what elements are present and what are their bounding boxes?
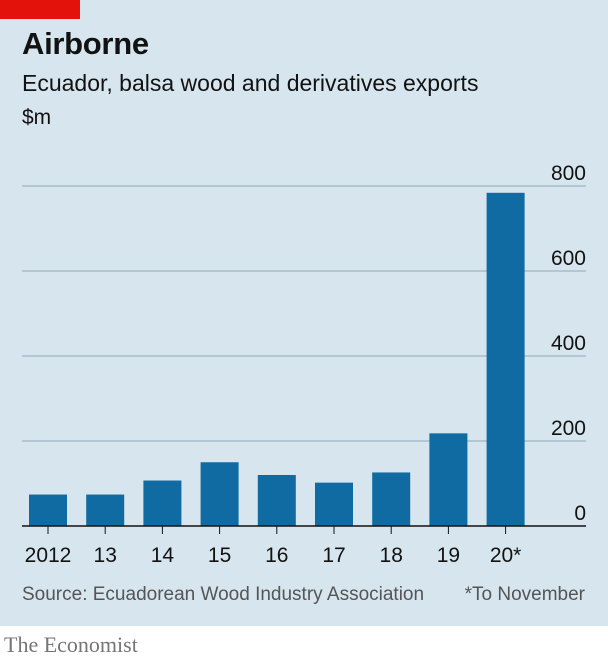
bar-18 <box>372 472 411 526</box>
unit-label: $m <box>22 106 52 129</box>
x-tick-label: 17 <box>322 544 345 567</box>
bar-15 <box>200 462 239 526</box>
bar-16 <box>257 475 296 526</box>
x-tick-label: 19 <box>437 544 460 567</box>
bar-14 <box>143 480 182 526</box>
x-tick-label: 18 <box>380 544 403 567</box>
bar-19 <box>429 433 468 526</box>
x-tick-label: 20* <box>490 544 522 567</box>
chart-subtitle: Ecuador, balsa wood and derivatives expo… <box>22 70 479 96</box>
x-tick-label: 15 <box>208 544 231 567</box>
bar-2012 <box>29 494 67 526</box>
y-tick-label: 400 <box>551 332 586 355</box>
x-tick-label: 16 <box>265 544 288 567</box>
red-tag-logo <box>0 0 80 19</box>
bar-13 <box>86 494 125 526</box>
bars <box>29 192 525 527</box>
x-tick-label: 13 <box>94 544 117 567</box>
x-tick-label: 2012 <box>25 544 72 567</box>
chart-panel: Airborne Ecuador, balsa wood and derivat… <box>0 0 608 626</box>
brand-logo: The Economist <box>4 632 138 657</box>
y-tick-label: 600 <box>551 247 586 270</box>
y-tick-labels: 0 200 400 600 800 <box>551 162 586 525</box>
source-note: Source: Ecuadorean Wood Industry Associa… <box>22 584 425 605</box>
y-tick-label: 800 <box>551 162 586 185</box>
bar-chart: 0 200 400 600 800 2012 13 14 15 16 17 18 19 20* <box>22 162 586 567</box>
x-tick-label: 14 <box>151 544 175 567</box>
footnote: *To November <box>464 584 585 605</box>
bar-17 <box>315 482 353 526</box>
bar-20 <box>486 192 525 527</box>
chart-title: Airborne <box>22 26 149 61</box>
y-tick-label: 0 <box>574 502 586 525</box>
y-tick-label: 200 <box>551 417 586 440</box>
x-tick-labels: 2012 13 14 15 16 17 18 19 20* <box>25 526 522 567</box>
